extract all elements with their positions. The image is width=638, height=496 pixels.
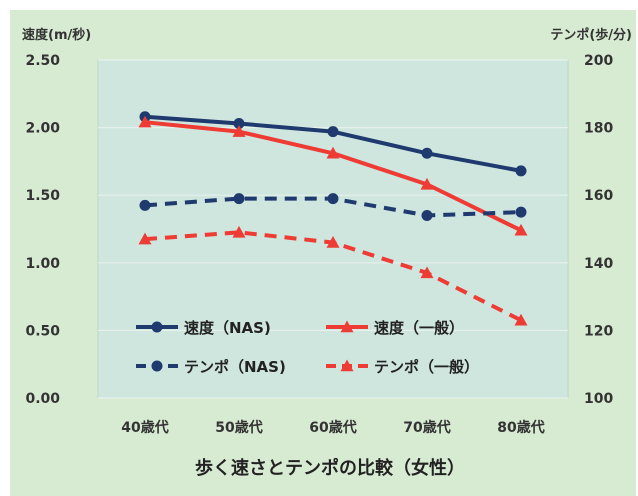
data-point [232, 125, 246, 137]
data-point [340, 320, 354, 333]
right-tick-label: 160 [584, 188, 613, 204]
data-point [151, 360, 163, 372]
data-point [515, 206, 527, 218]
data-point [515, 165, 527, 177]
left-tick-label: 0.00 [25, 391, 60, 407]
data-point [421, 147, 433, 159]
right-axis-label: テンポ(歩/分) [550, 27, 632, 43]
right-axis-ticks: 100 120 140 160 180 200 [584, 53, 613, 407]
series [138, 225, 528, 326]
series [138, 115, 528, 236]
data-point [232, 225, 246, 238]
x-axis-ticks: 40歳代 50歳代 60歳代 70歳代 80歳代 [121, 419, 544, 436]
data-point [139, 199, 151, 211]
left-tick-label: 1.50 [25, 188, 60, 204]
right-tick-label: 140 [584, 256, 613, 272]
data-point [514, 223, 528, 236]
data-point [233, 118, 245, 130]
legend-item: テンポ（一般） [326, 358, 479, 376]
x-tick-label: 70歳代 [403, 419, 450, 436]
series [139, 193, 527, 221]
left-tick-label: 0.50 [25, 323, 60, 339]
x-tick-label: 80歳代 [497, 419, 544, 436]
data-point [138, 232, 152, 245]
data-point [327, 193, 339, 205]
data-point [326, 146, 340, 159]
legend-item: 速度（一般） [326, 319, 464, 337]
x-tick-label: 40歳代 [121, 419, 168, 436]
data-point [420, 266, 434, 279]
right-tick-label: 200 [584, 53, 613, 69]
data-point [421, 209, 433, 221]
left-axis-label: 速度(m/秒) [22, 27, 91, 43]
right-tick-label: 100 [584, 391, 613, 407]
legend-label: テンポ（NAS) [184, 358, 286, 376]
data-point [514, 313, 528, 326]
data-point [138, 115, 152, 128]
chart-title: 歩く速さとテンポの比較（女性） [195, 457, 465, 479]
data-point [327, 126, 339, 138]
legend-label: 速度（一般） [374, 319, 464, 337]
x-tick-label: 50歳代 [215, 419, 262, 436]
legend-item: 速度（NAS) [136, 319, 271, 337]
left-tick-label: 2.50 [25, 53, 60, 69]
left-axis-ticks: 0.00 0.50 1.00 1.50 2.00 2.50 [25, 53, 60, 407]
legend-label: 速度（NAS) [184, 319, 271, 337]
legend-item: テンポ（NAS) [136, 358, 286, 376]
left-tick-label: 2.00 [25, 121, 60, 137]
series-group [138, 111, 528, 326]
x-tick-label: 60歳代 [309, 419, 356, 436]
legend-label: テンポ（一般） [374, 358, 479, 376]
plot-area [97, 59, 569, 399]
data-point [151, 321, 163, 333]
data-point [326, 236, 340, 248]
data-point [340, 359, 354, 372]
data-point [420, 177, 434, 190]
left-tick-label: 1.00 [25, 256, 60, 272]
right-tick-label: 180 [584, 121, 613, 137]
data-point [233, 193, 245, 205]
legend: 速度（NAS) 速度（一般） テンポ（NAS) テンポ（一般） [136, 319, 479, 376]
right-tick-label: 120 [584, 323, 613, 339]
